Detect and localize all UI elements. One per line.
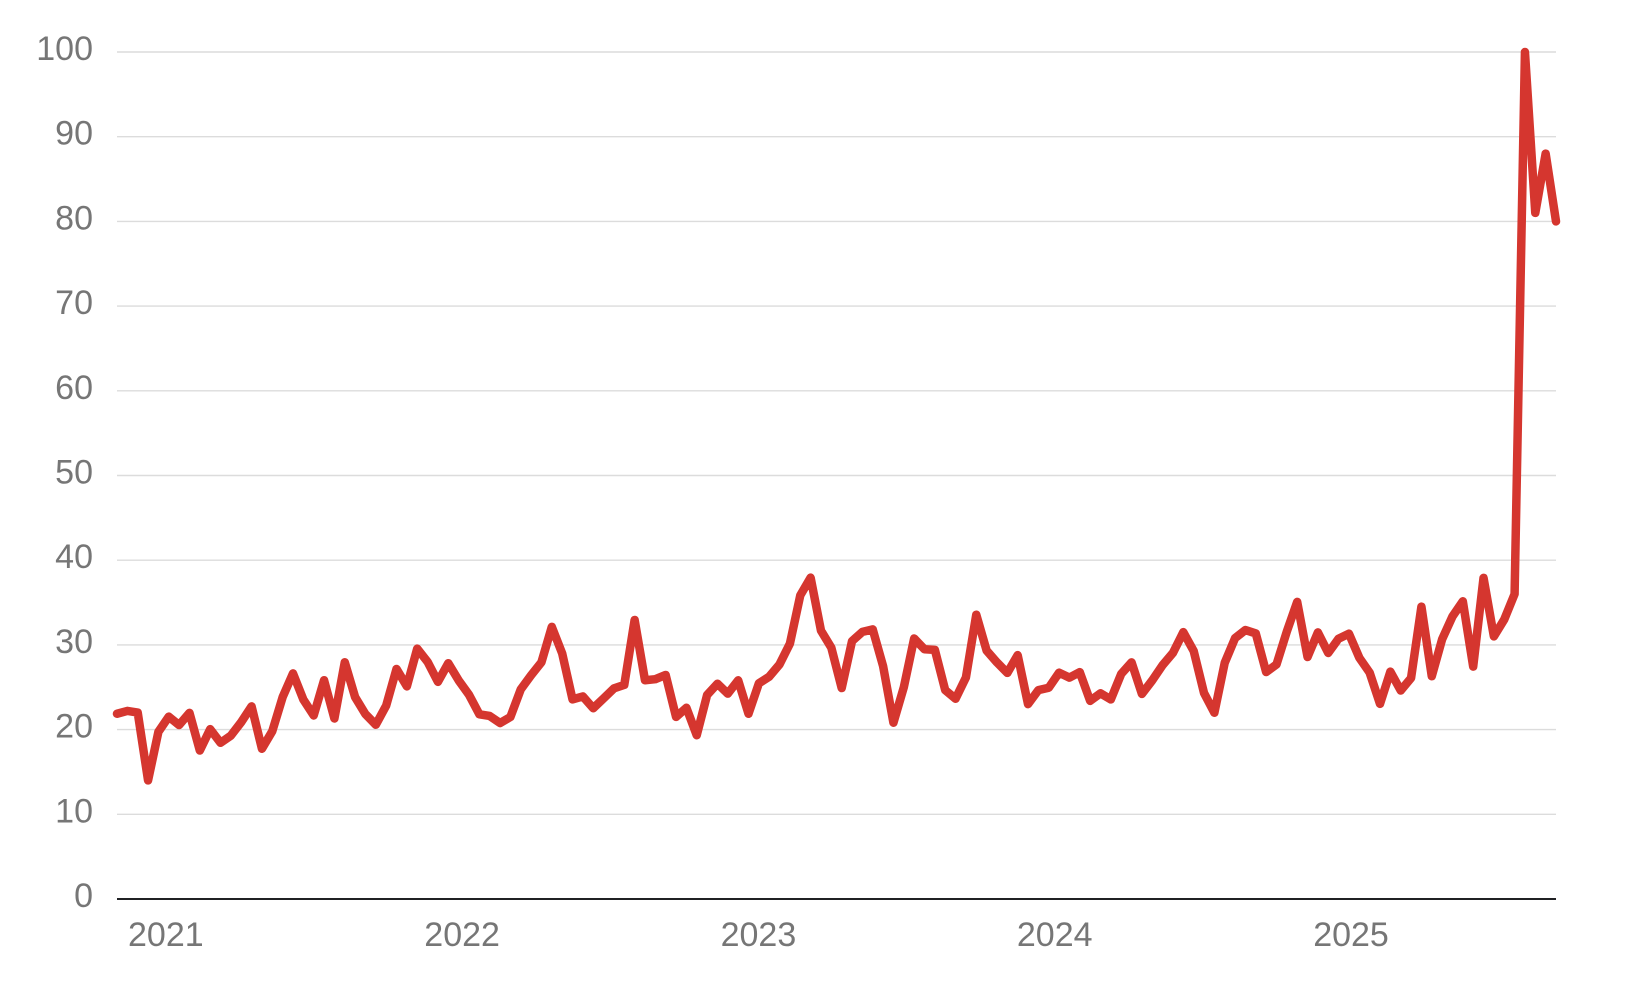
svg-text:40: 40 bbox=[55, 538, 93, 576]
svg-text:2021: 2021 bbox=[128, 916, 204, 954]
svg-text:60: 60 bbox=[55, 369, 93, 407]
svg-text:100: 100 bbox=[36, 30, 93, 68]
svg-text:0: 0 bbox=[74, 877, 93, 915]
svg-text:50: 50 bbox=[55, 454, 93, 492]
svg-text:90: 90 bbox=[55, 115, 93, 153]
svg-text:2022: 2022 bbox=[424, 916, 500, 954]
svg-text:2023: 2023 bbox=[721, 916, 797, 954]
svg-text:2024: 2024 bbox=[1017, 916, 1093, 954]
svg-text:20: 20 bbox=[55, 708, 93, 746]
svg-text:70: 70 bbox=[55, 284, 93, 322]
svg-text:2025: 2025 bbox=[1313, 916, 1389, 954]
svg-text:10: 10 bbox=[55, 792, 93, 830]
svg-text:80: 80 bbox=[55, 199, 93, 237]
svg-text:30: 30 bbox=[55, 623, 93, 661]
